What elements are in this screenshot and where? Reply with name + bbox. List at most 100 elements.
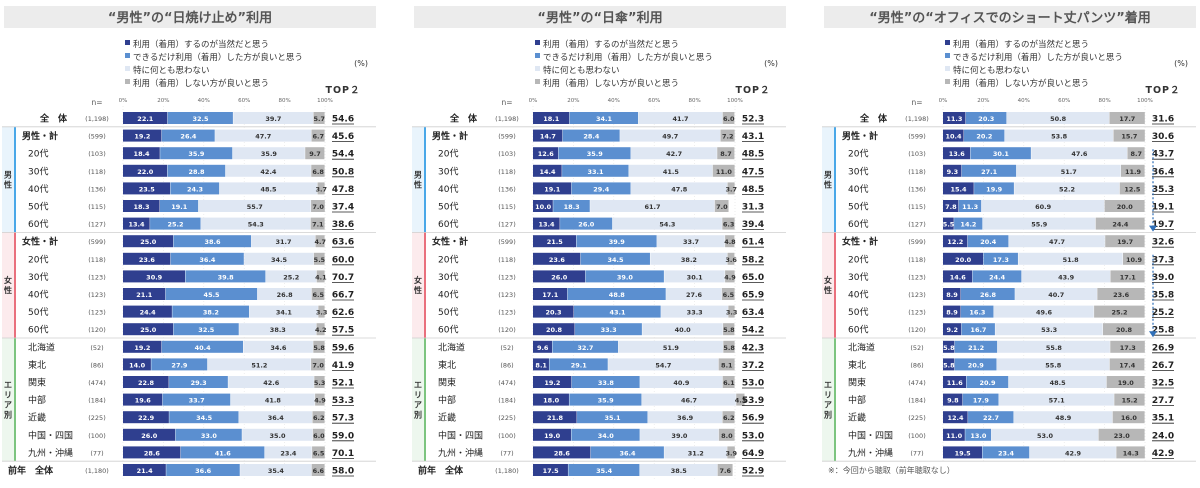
group-line [834, 126, 836, 233]
data-label: 34.0 [598, 432, 615, 440]
data-label: 25.2 [283, 273, 299, 281]
data-label: 34.1 [276, 309, 293, 317]
data-label: 47.8 [671, 185, 688, 193]
row-label: 30代 [848, 272, 868, 283]
group-label-char: 性 [414, 285, 422, 295]
data-label: 24.3 [187, 185, 203, 193]
data-label: 33.7 [189, 397, 205, 405]
group-label-char: 男 [4, 171, 12, 180]
row-n: (100) [908, 432, 925, 440]
row-n: (136) [908, 185, 925, 193]
row-label: 30代 [28, 166, 48, 177]
data-label: 25.0 [140, 326, 157, 334]
legend-label: 利用（着用）しない方が良いと思う [543, 78, 679, 89]
row-n: (86) [500, 361, 513, 369]
top2-value: 64.9 [742, 449, 764, 459]
data-label: 11.3 [962, 203, 978, 211]
data-label: 35.4 [268, 467, 285, 475]
bar-segment [533, 288, 568, 300]
bar-segment [123, 428, 176, 441]
group-label-char: リ [4, 391, 12, 400]
row-n: (474) [498, 379, 515, 387]
bar-segment [997, 340, 1110, 353]
data-label: 22.0 [137, 168, 154, 176]
bar-segment [533, 270, 586, 283]
row-n: (115) [498, 203, 515, 211]
chart-panel-2: “男性”の“日傘”利用利用（着用）するのが当然だと思うできるだけ利用（着用）した… [412, 6, 786, 479]
data-label: 24.4 [1112, 221, 1129, 229]
row-label: 北海道 [28, 341, 55, 353]
bar-segment [242, 428, 313, 441]
data-label: 35.0 [270, 432, 287, 440]
bar-segment [1095, 217, 1145, 230]
row-n: (118) [908, 256, 925, 264]
row-n: (1,198) [905, 115, 929, 123]
row-n: (123) [88, 273, 105, 281]
legend-label: 利用（着用）するのが当然だと思う [543, 39, 679, 50]
bar-segment [983, 252, 1018, 265]
group-label-char: 男 [414, 171, 422, 180]
top2-value: 37.4 [332, 203, 354, 213]
row-n: (115) [908, 203, 925, 211]
data-label: 25.2 [167, 221, 183, 229]
data-label: 19.1 [171, 203, 188, 211]
data-label: 20.0 [1117, 203, 1134, 211]
bar-segment [954, 358, 997, 371]
legend-label: 利用（着用）するのが当然だと思う [133, 39, 269, 50]
row-label: 50代 [28, 202, 48, 213]
data-label: 42.4 [260, 168, 277, 176]
bar-segment [165, 288, 258, 300]
bar-segment [123, 411, 169, 424]
bar-segment [123, 217, 150, 230]
data-label: 40.4 [195, 344, 212, 352]
group-label-char: エ [4, 381, 12, 390]
top2-value: 35.8 [1152, 291, 1174, 301]
bar-segment [123, 393, 163, 406]
row-label: 近畿 [438, 412, 456, 424]
legend-label: 特に何とも思わない [953, 65, 1030, 76]
legend-swatch [535, 66, 540, 71]
data-label: 6.1 [723, 379, 735, 387]
axis-tick-label: 60% [648, 98, 660, 104]
bar-segment [712, 164, 735, 177]
data-label: 21.4 [137, 467, 154, 475]
bar-segment [533, 129, 563, 142]
data-label: 55.8 [1045, 361, 1062, 369]
bar-segment [970, 147, 1031, 160]
bar-segment [150, 217, 201, 230]
bar-segment [1021, 270, 1111, 283]
bar-segment [170, 182, 220, 195]
bar-segment [1104, 200, 1145, 212]
bar-segment [1016, 164, 1121, 177]
data-label: 48.5 [1050, 379, 1067, 387]
top2-value: 31.6 [1152, 115, 1174, 125]
bar-segment [943, 411, 968, 424]
data-label: 20.0 [955, 256, 972, 264]
row-label: 40代 [848, 184, 868, 195]
data-label: 23.4 [280, 449, 297, 457]
top2-value: 58.2 [742, 255, 764, 265]
data-label: 6.2 [723, 414, 735, 422]
row-n: (52) [90, 344, 103, 352]
bar-segment [1006, 112, 1110, 124]
row-label: 30代 [438, 166, 458, 177]
bar-segment [640, 376, 723, 388]
row-label: 60代 [28, 219, 48, 230]
data-label: 7.2 [722, 133, 734, 141]
bar-segment [123, 164, 168, 177]
data-label: 28.6 [144, 449, 161, 457]
bar-segment [167, 112, 233, 124]
data-label: 34.5 [607, 256, 624, 264]
data-label: 3.6 [725, 256, 737, 264]
row-label: 男性・計 [842, 130, 878, 142]
top2-value: 26.9 [1152, 343, 1174, 353]
footnote: ※：今回から聴取（前年聴取なし） [828, 465, 955, 475]
bar-segment [727, 446, 735, 459]
data-label: 38.2 [203, 309, 219, 317]
chart-panel-1: “男性”の“日焼け止め”利用利用（着用）するのが当然だと思うできるだけ利用（着用… [2, 6, 376, 479]
data-label: 19.5 [955, 449, 972, 457]
bar-segment [736, 393, 745, 406]
data-label: 6.5 [312, 291, 324, 299]
legend-label: 特に何とも思わない [543, 65, 620, 76]
row-label: 中部 [438, 394, 456, 406]
